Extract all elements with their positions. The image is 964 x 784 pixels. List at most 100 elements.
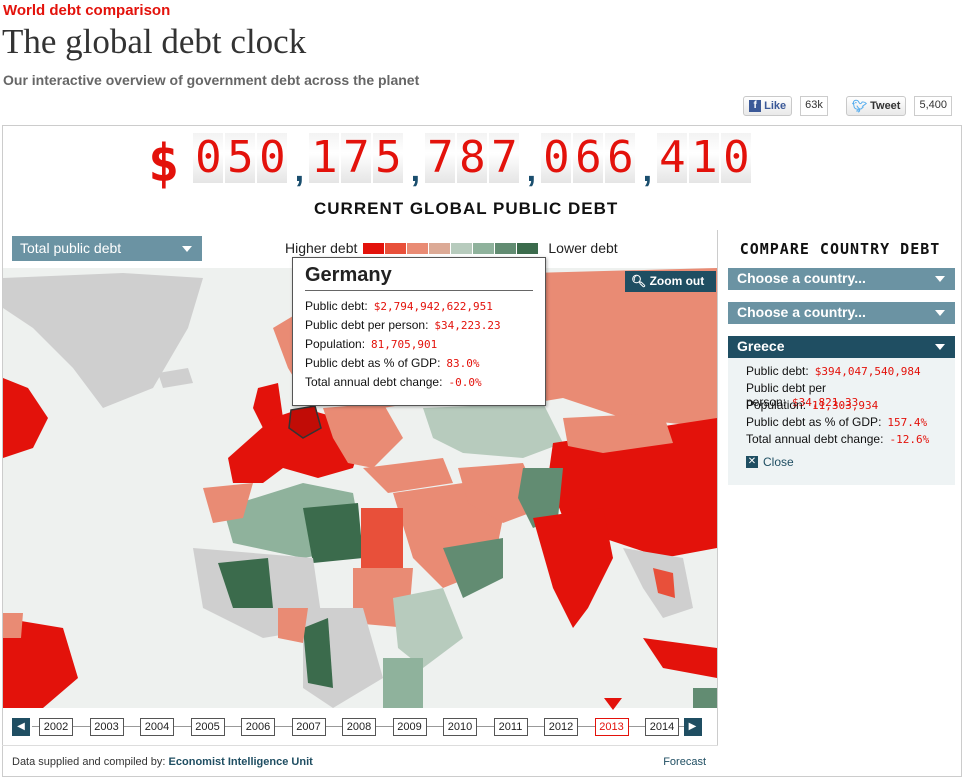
- country-indonesia[interactable]: [643, 638, 717, 678]
- country-select-3[interactable]: Greece: [728, 336, 955, 358]
- stat-label: Total annual debt change:: [746, 432, 884, 446]
- year-2005-button[interactable]: 2005: [190, 718, 225, 736]
- clock-digit: 8: [457, 133, 488, 183]
- country-vietnam[interactable]: [653, 568, 675, 598]
- next-year-button[interactable]: ▶: [683, 718, 702, 736]
- clock-digit: 6: [605, 133, 636, 183]
- tweet-label: Tweet: [870, 100, 901, 112]
- year-2003-button[interactable]: 2003: [89, 718, 124, 736]
- clock-digit: 7: [341, 133, 372, 183]
- country-germany[interactable]: [288, 405, 322, 439]
- country-morocco[interactable]: [203, 483, 253, 523]
- zoom-out-button[interactable]: 🔍︎ Zoom out: [625, 271, 716, 292]
- year-2004-button[interactable]: 2004: [140, 718, 174, 736]
- clock-separator: ,: [526, 151, 537, 189]
- stat-row: Population: 81,705,901: [305, 337, 533, 356]
- forecast-link[interactable]: Forecast: [663, 756, 706, 768]
- country-uk[interactable]: [253, 383, 283, 428]
- country-canada[interactable]: [3, 378, 48, 458]
- stat-row: Total annual debt change: -0.0%: [305, 375, 533, 394]
- country-oman[interactable]: [443, 538, 503, 598]
- stat-value: $394,047,540,984: [814, 365, 921, 378]
- country-mongolia[interactable]: [563, 413, 673, 453]
- stat-row: Total annual debt change: -12.6%: [746, 432, 937, 449]
- country-tooltip: Germany Public debt: $2,794,942,622,951 Pu…: [292, 257, 546, 406]
- legend-swatch: [473, 242, 495, 254]
- color-legend: Higher debt Lower debt: [285, 240, 618, 256]
- prev-year-button[interactable]: ◀: [12, 718, 30, 736]
- compare-details: Public debt: $394,047,540,984 Public debt …: [728, 358, 955, 485]
- kicker: World debt comparison: [3, 2, 171, 19]
- country-new-guinea[interactable]: [693, 688, 717, 708]
- clock-digit: 0: [193, 133, 224, 183]
- country-turkey[interactable]: [363, 458, 453, 493]
- year-2010-button[interactable]: 2010: [443, 718, 477, 736]
- clock-digit: 0: [721, 133, 752, 183]
- chevron-down-icon: [182, 246, 192, 252]
- clock-digit: 7: [425, 133, 456, 183]
- year-2012-button[interactable]: 2012: [544, 718, 578, 736]
- country-select-1-label: Choose a country...: [737, 270, 866, 286]
- country-egypt[interactable]: [361, 508, 403, 568]
- country-india[interactable]: [533, 508, 613, 628]
- close-button[interactable]: ✕ Close: [746, 455, 937, 469]
- country-pakistan[interactable]: [518, 468, 563, 528]
- stat-value: 81,705,901: [371, 338, 438, 351]
- year-2009-button[interactable]: 2009: [392, 718, 427, 736]
- clock-digit: 6: [573, 133, 604, 183]
- stat-row: Public debt per person: $34,223.23: [305, 318, 533, 337]
- twitter-bird-icon: 🐦︎: [851, 99, 868, 113]
- country-mali[interactable]: [218, 558, 273, 608]
- stat-value: $34,223.23: [434, 319, 501, 332]
- clock-separator: ,: [642, 151, 653, 189]
- year-2014-button[interactable]: 2014: [645, 718, 679, 736]
- country-select-2[interactable]: Choose a country...: [728, 302, 955, 324]
- stat-label: Public debt as % of GDP:: [305, 356, 441, 370]
- clock-digit: 0: [257, 133, 288, 183]
- compare-title: COMPARE COUNTRY DEBT: [739, 240, 941, 258]
- interactive-frame: [2, 125, 962, 777]
- country-tanzania[interactable]: [383, 658, 423, 708]
- country-iceland[interactable]: [158, 368, 193, 388]
- stat-label: Public debt:: [746, 364, 809, 378]
- country-select-2-label: Choose a country...: [737, 304, 866, 320]
- year-2008-button[interactable]: 2008: [342, 718, 376, 736]
- chevron-down-icon: [935, 344, 945, 350]
- clock-digit: 1: [309, 133, 340, 183]
- country-colombia[interactable]: [3, 613, 23, 638]
- year-2011-button[interactable]: 2011: [493, 718, 528, 736]
- country-ethiopia[interactable]: [393, 588, 463, 668]
- metric-dropdown[interactable]: Total public debt: [12, 236, 202, 261]
- facebook-like-button[interactable]: f Like: [743, 96, 793, 116]
- clock-separator: ,: [294, 151, 305, 189]
- country-nigeria[interactable]: [278, 608, 308, 643]
- tweet-button[interactable]: 🐦︎ Tweet: [845, 96, 907, 116]
- facebook-icon: f: [749, 100, 762, 112]
- stat-value: $2,794,942,622,951: [373, 300, 493, 313]
- stat-value: 11,303,934: [812, 399, 879, 412]
- stat-row: Public debt per person: $34,821.33: [746, 381, 937, 409]
- country-kazakhstan[interactable]: [423, 403, 563, 458]
- stat-value: 83.0%: [446, 357, 480, 370]
- country-libya[interactable]: [303, 503, 363, 563]
- clock-digit: 1: [689, 133, 720, 183]
- source-prefix: Data supplied and compiled by:: [12, 756, 166, 768]
- country-eastern-europe[interactable]: [323, 403, 403, 468]
- country-venezuela[interactable]: [3, 618, 78, 708]
- source-name[interactable]: Economist Intelligence Unit: [168, 756, 313, 768]
- stat-label: Population:: [746, 398, 807, 412]
- country-greenland[interactable]: [3, 273, 203, 408]
- clock-digit: 5: [373, 133, 404, 183]
- legend-high-label: Higher debt: [285, 240, 358, 256]
- stat-label: Population:: [305, 337, 366, 351]
- country-select-1[interactable]: Choose a country...: [728, 268, 955, 290]
- year-2007-button[interactable]: 2007: [291, 718, 326, 736]
- stat-row: Public debt as % of GDP: 157.4%: [746, 415, 937, 432]
- year-2006-button[interactable]: 2006: [241, 718, 275, 736]
- country-drc[interactable]: [303, 618, 333, 688]
- year-2002-button[interactable]: 2002: [39, 718, 73, 736]
- stat-label: Public debt as % of GDP:: [746, 415, 882, 429]
- year-2013-button[interactable]: 2013: [594, 718, 629, 736]
- tweet-count: 5,400: [914, 96, 952, 116]
